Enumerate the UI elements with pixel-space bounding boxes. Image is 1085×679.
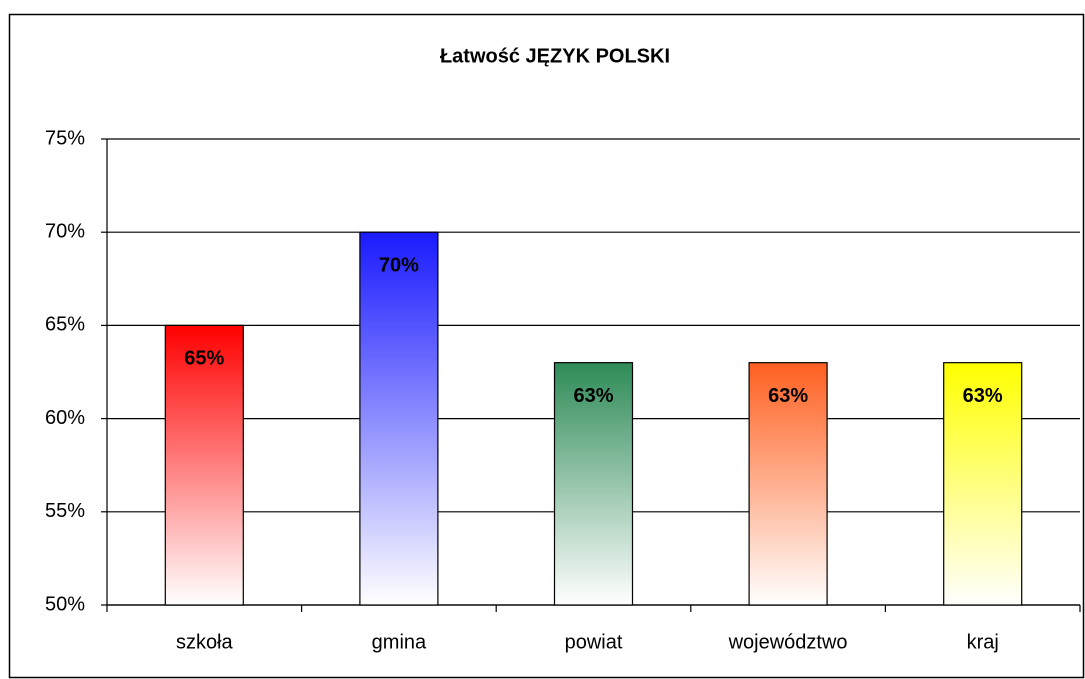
y-tick-label: 60% (45, 407, 85, 429)
bar (943, 362, 1023, 606)
bar (359, 231, 439, 606)
y-tick-label: 75% (45, 127, 85, 149)
value-label: 63% (768, 385, 808, 407)
chart-title: Łatwość JĘZYK POLSKI (440, 45, 670, 67)
y-tick-label: 70% (45, 220, 85, 242)
y-tick-label: 65% (45, 314, 85, 336)
x-tick-label: szkoła (176, 631, 234, 653)
bar (164, 324, 244, 606)
value-label: 63% (963, 385, 1003, 407)
y-tick-label: 55% (45, 500, 85, 522)
y-tick-label: 50% (45, 593, 85, 615)
bar (748, 362, 828, 606)
x-tick-label: województwo (728, 631, 848, 653)
x-tick-label: powiat (565, 631, 623, 653)
bar (553, 362, 634, 606)
x-tick-label: kraj (967, 631, 999, 653)
x-tick-label: gmina (372, 631, 427, 653)
value-label: 70% (379, 254, 419, 276)
value-label: 63% (573, 385, 613, 407)
value-label: 65% (184, 348, 224, 370)
